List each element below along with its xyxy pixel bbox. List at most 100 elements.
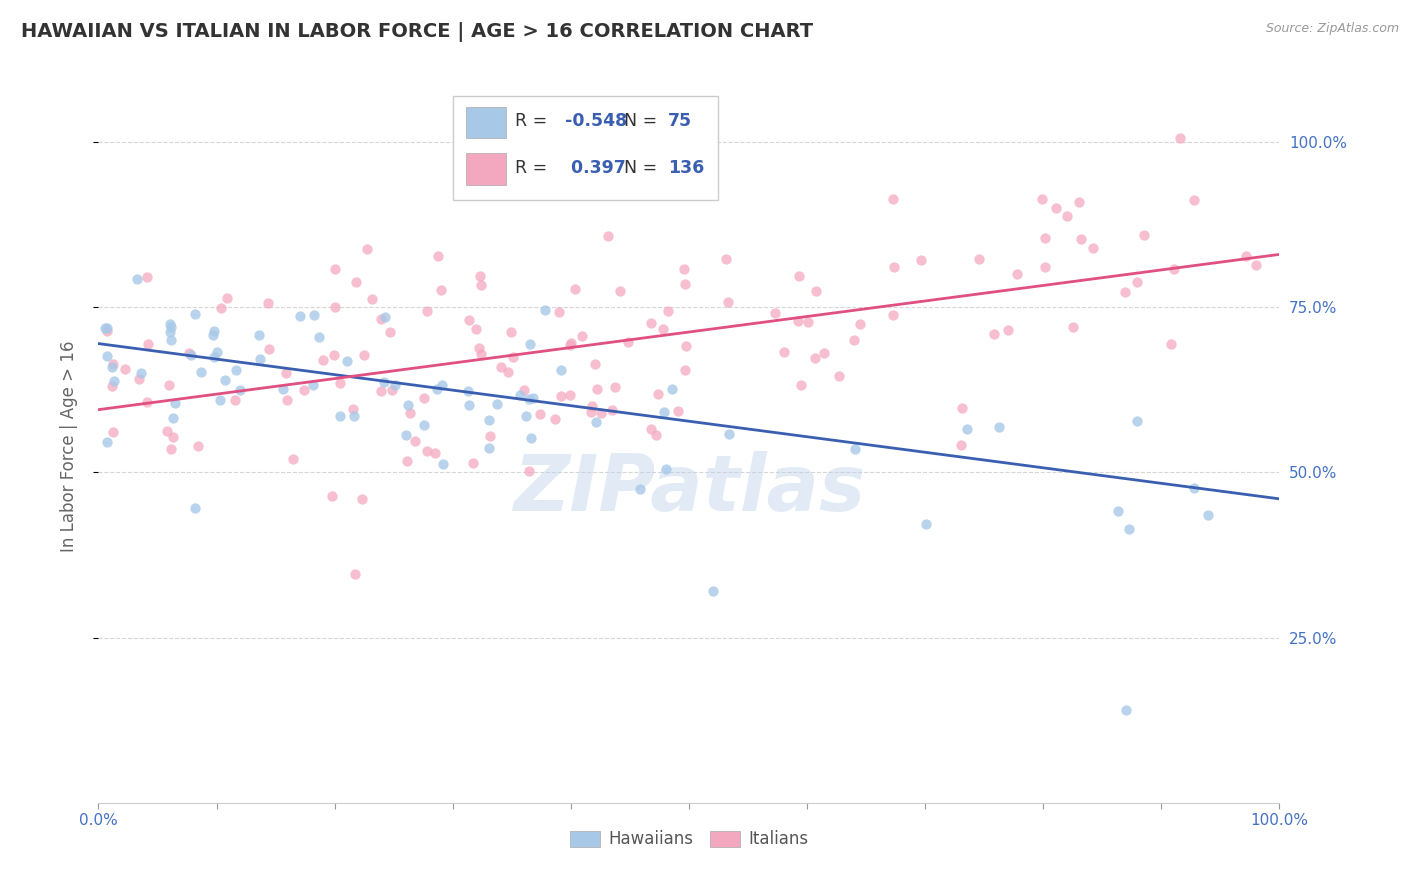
Point bbox=[489, 359, 512, 374]
Point bbox=[519, 431, 541, 445]
Point bbox=[585, 382, 607, 396]
Point bbox=[458, 313, 481, 327]
Point bbox=[579, 405, 602, 419]
Point bbox=[159, 318, 181, 332]
Point bbox=[378, 325, 401, 339]
Point bbox=[163, 395, 186, 409]
Point bbox=[950, 401, 973, 416]
Point bbox=[1081, 241, 1104, 255]
Point bbox=[399, 406, 422, 420]
Point bbox=[308, 329, 330, 343]
Point bbox=[432, 457, 454, 471]
Point bbox=[457, 398, 479, 412]
Point bbox=[849, 318, 872, 332]
Point bbox=[543, 412, 565, 426]
Point bbox=[257, 342, 280, 356]
Point bbox=[1114, 285, 1136, 299]
Point bbox=[617, 334, 640, 349]
Point bbox=[522, 392, 544, 406]
Point bbox=[395, 428, 418, 442]
Point bbox=[956, 422, 979, 436]
Point bbox=[550, 363, 572, 377]
Point bbox=[205, 345, 228, 359]
Point bbox=[661, 382, 683, 396]
Point bbox=[162, 410, 184, 425]
Point bbox=[157, 378, 180, 392]
Point bbox=[343, 409, 366, 423]
Point bbox=[225, 362, 247, 376]
Point bbox=[988, 420, 1011, 434]
Point bbox=[329, 409, 352, 424]
Point bbox=[103, 374, 125, 388]
Point bbox=[190, 365, 212, 379]
Point bbox=[283, 452, 305, 467]
Point bbox=[1067, 194, 1090, 209]
Point bbox=[470, 278, 492, 293]
Point bbox=[159, 325, 181, 339]
Point bbox=[657, 304, 679, 318]
Point bbox=[1031, 192, 1053, 206]
Point bbox=[702, 584, 724, 599]
Point bbox=[1126, 413, 1149, 427]
Point bbox=[412, 391, 434, 405]
Point bbox=[499, 325, 522, 339]
Point bbox=[127, 272, 149, 286]
Point bbox=[201, 327, 224, 342]
Point bbox=[425, 446, 447, 460]
Point bbox=[93, 320, 115, 334]
Point bbox=[509, 388, 531, 402]
Point bbox=[772, 345, 794, 359]
Text: HAWAIIAN VS ITALIAN IN LABOR FORCE | AGE > 16 CORRELATION CHART: HAWAIIAN VS ITALIAN IN LABOR FORCE | AGE… bbox=[21, 22, 813, 42]
Point bbox=[128, 372, 150, 386]
Point bbox=[228, 384, 250, 398]
Point bbox=[1118, 522, 1140, 536]
Point bbox=[396, 398, 419, 412]
Point bbox=[465, 322, 488, 336]
Point bbox=[1126, 276, 1149, 290]
Point bbox=[647, 387, 669, 401]
Point bbox=[651, 322, 673, 336]
Point bbox=[560, 335, 582, 350]
Point bbox=[180, 348, 202, 362]
Text: R =: R = bbox=[516, 112, 553, 130]
Point bbox=[217, 291, 239, 305]
Point bbox=[581, 399, 603, 413]
Point bbox=[763, 306, 786, 320]
Point bbox=[457, 384, 479, 399]
Point bbox=[101, 359, 124, 374]
Point bbox=[967, 252, 990, 267]
Point bbox=[804, 351, 827, 365]
Point bbox=[915, 517, 938, 532]
Point bbox=[101, 357, 124, 371]
Point bbox=[558, 388, 581, 402]
Point bbox=[361, 292, 384, 306]
Point bbox=[160, 442, 183, 456]
FancyBboxPatch shape bbox=[465, 153, 506, 185]
Point bbox=[162, 429, 184, 443]
Point bbox=[209, 301, 232, 315]
Point bbox=[322, 348, 344, 362]
Point bbox=[468, 268, 491, 283]
Point bbox=[997, 323, 1019, 337]
Point bbox=[842, 333, 865, 347]
Point bbox=[1115, 703, 1137, 717]
Point bbox=[1168, 131, 1191, 145]
Point bbox=[96, 435, 118, 450]
Point bbox=[156, 424, 179, 438]
Point bbox=[370, 312, 392, 326]
Point bbox=[1045, 201, 1067, 215]
Text: R =: R = bbox=[516, 159, 553, 177]
Point bbox=[344, 275, 367, 289]
Point bbox=[882, 260, 904, 275]
Text: N =: N = bbox=[624, 159, 662, 177]
Point bbox=[1033, 231, 1056, 245]
Point bbox=[179, 346, 201, 360]
Point bbox=[1197, 508, 1219, 523]
Point bbox=[558, 338, 581, 352]
Point bbox=[882, 192, 904, 206]
Point bbox=[673, 277, 696, 292]
Point bbox=[395, 453, 418, 467]
Point bbox=[596, 228, 619, 243]
Point bbox=[533, 303, 555, 318]
Point bbox=[101, 425, 124, 440]
